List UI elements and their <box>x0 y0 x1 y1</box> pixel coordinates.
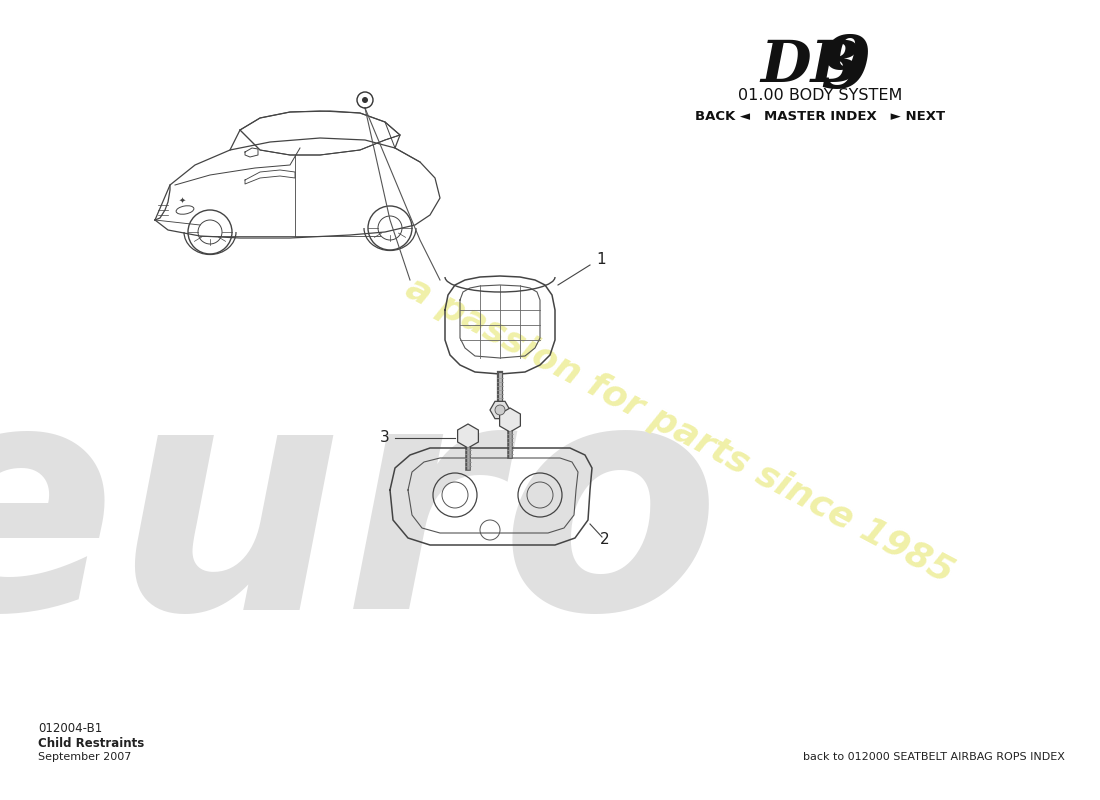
Text: 3: 3 <box>381 430 390 446</box>
Circle shape <box>362 97 369 103</box>
Text: 01.00 BODY SYSTEM: 01.00 BODY SYSTEM <box>738 88 902 103</box>
Text: 012004-B1: 012004-B1 <box>39 722 102 735</box>
Polygon shape <box>458 424 478 448</box>
Text: September 2007: September 2007 <box>39 752 131 762</box>
Text: euro: euro <box>0 366 720 674</box>
Circle shape <box>495 405 505 415</box>
Text: 2: 2 <box>600 533 609 547</box>
Text: Child Restraints: Child Restraints <box>39 737 144 750</box>
Text: DB: DB <box>760 38 860 94</box>
Polygon shape <box>499 408 520 432</box>
Text: ✦: ✦ <box>178 195 186 205</box>
Text: 9: 9 <box>820 32 870 103</box>
Polygon shape <box>490 402 510 418</box>
Text: BACK ◄   MASTER INDEX   ► NEXT: BACK ◄ MASTER INDEX ► NEXT <box>695 110 945 123</box>
Text: back to 012000 SEATBELT AIRBAG ROPS INDEX: back to 012000 SEATBELT AIRBAG ROPS INDE… <box>803 752 1065 762</box>
Text: 1: 1 <box>596 253 606 267</box>
Text: a passion for parts since 1985: a passion for parts since 1985 <box>400 270 959 590</box>
